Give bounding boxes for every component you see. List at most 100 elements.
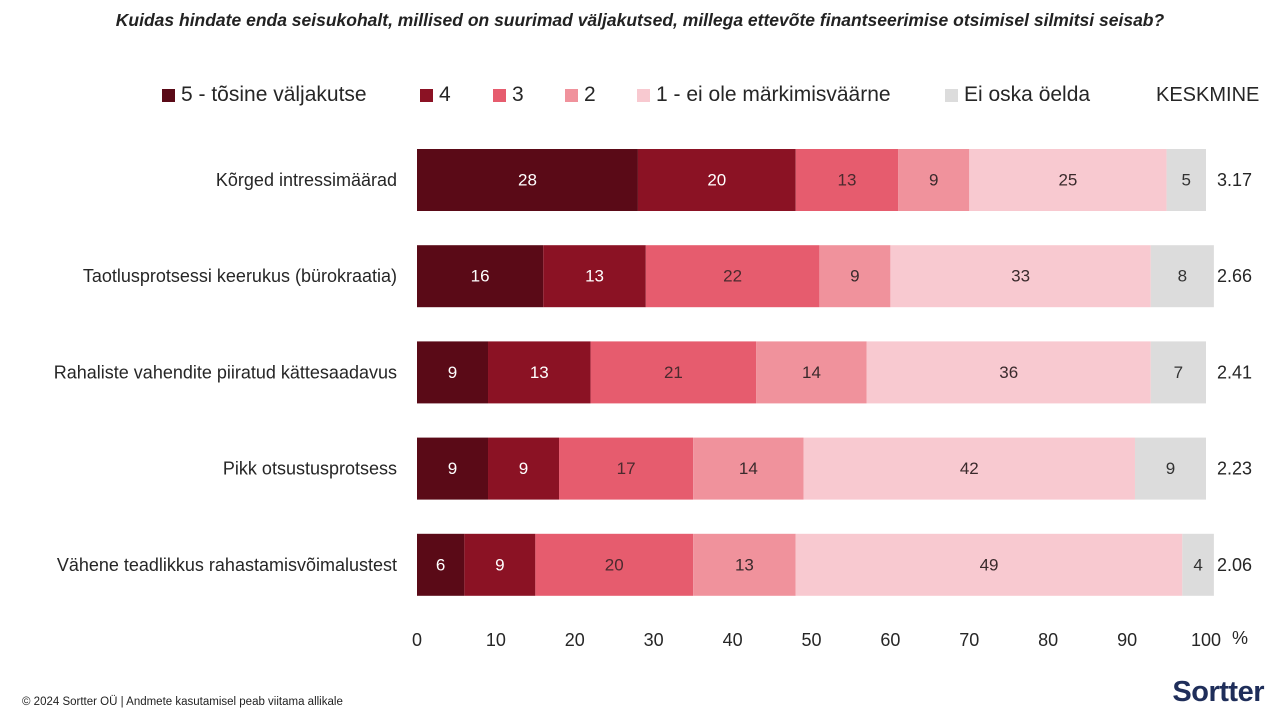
x-tick-label: 60 xyxy=(880,630,900,650)
bar-segment xyxy=(756,341,867,404)
category-label: Taotlusprotsessi keerukus (bürokraatia) xyxy=(83,266,397,286)
sortter-logo: Sortter xyxy=(1172,676,1264,708)
x-tick-label: 100 xyxy=(1191,630,1221,650)
data-label: 13 xyxy=(585,267,604,286)
legend-label-2: 2 xyxy=(584,83,596,106)
data-label: 20 xyxy=(605,555,624,574)
legend-item-3: 3 xyxy=(493,81,524,109)
data-label: 13 xyxy=(735,555,754,574)
x-tick-label: 0 xyxy=(412,630,422,650)
data-label: 9 xyxy=(929,171,938,190)
data-label: 9 xyxy=(519,459,528,478)
x-tick-label: 90 xyxy=(1117,630,1137,650)
bar-segment xyxy=(1134,437,1206,500)
bar-segment xyxy=(645,245,820,308)
bar-segment xyxy=(417,149,638,211)
bar-segment xyxy=(890,245,1151,308)
copyright-footer: © 2024 Sortter OÜ | Andmete kasutamisel … xyxy=(22,696,343,708)
data-label: 36 xyxy=(999,363,1018,382)
average-value: 2.23 xyxy=(1217,459,1252,479)
bar-segment xyxy=(417,533,465,596)
category-label: Pikk otsustusprotsess xyxy=(223,459,397,479)
x-tick-label: 20 xyxy=(565,630,585,650)
bar-segment xyxy=(969,149,1167,211)
category-label: Kõrged intressimäärad xyxy=(216,170,397,190)
data-label: 13 xyxy=(838,171,857,190)
data-label: 21 xyxy=(664,363,683,382)
x-tick-label: 50 xyxy=(801,630,821,650)
data-label: 16 xyxy=(471,267,490,286)
legend-label-3: 3 xyxy=(512,83,524,106)
bar-segment xyxy=(543,245,646,308)
bar-segment xyxy=(417,437,489,500)
data-label: 33 xyxy=(1011,267,1030,286)
legend-item-1: 1 - ei ole märkimisväärne xyxy=(637,81,891,109)
data-label: 17 xyxy=(617,459,636,478)
data-label: 42 xyxy=(960,459,979,478)
bar-segment xyxy=(693,437,804,500)
bar-segment xyxy=(795,149,899,211)
bar-segment xyxy=(417,245,544,308)
data-label: 14 xyxy=(739,459,758,478)
chart-title: Kuidas hindate enda seisukohalt, millise… xyxy=(115,10,1165,30)
legend-swatch-1 xyxy=(637,88,650,102)
data-label: 8 xyxy=(1178,267,1187,286)
x-tick-label: 40 xyxy=(723,630,743,650)
bar-segment xyxy=(535,533,694,596)
average-value: 2.66 xyxy=(1217,266,1252,286)
data-label: 6 xyxy=(436,555,445,574)
data-label: 9 xyxy=(448,459,457,478)
bar-segment xyxy=(488,341,591,404)
bar-segment xyxy=(1182,533,1214,596)
x-tick-label: 80 xyxy=(1038,630,1058,650)
bar-segment xyxy=(590,341,757,404)
data-label: 22 xyxy=(723,267,742,286)
average-value: 3.17 xyxy=(1217,170,1252,190)
legend-swatch-4 xyxy=(420,88,433,102)
legend-item-dont-know: Ei oska öelda xyxy=(945,81,1090,109)
bar-segment xyxy=(464,533,536,596)
average-value: 2.41 xyxy=(1217,362,1252,382)
legend: 5 - tõsine väljakutse 4 3 2 1 - ei ole m… xyxy=(0,81,1280,109)
data-label: 9 xyxy=(850,267,859,286)
bar-segment xyxy=(559,437,694,500)
bar-segment xyxy=(819,245,891,308)
bar-segment xyxy=(637,149,796,211)
bar-segment xyxy=(693,533,796,596)
legend-label-5: 5 - tõsine väljakutse xyxy=(181,83,367,106)
data-label: 7 xyxy=(1174,363,1183,382)
legend-swatch-2 xyxy=(565,88,578,102)
data-label: 13 xyxy=(530,363,549,382)
data-label: 49 xyxy=(980,555,999,574)
legend-label-4: 4 xyxy=(439,83,451,106)
legend-item-5: 5 - tõsine väljakutse xyxy=(162,81,367,109)
bar-segment xyxy=(1166,149,1206,211)
legend-swatch-dont-know xyxy=(945,88,958,102)
data-label: 14 xyxy=(802,363,821,382)
category-label: Rahaliste vahendite piiratud kättesaadav… xyxy=(54,362,397,382)
data-label: 25 xyxy=(1058,171,1077,190)
legend-item-2: 2 xyxy=(565,81,596,109)
x-tick-label: 10 xyxy=(486,630,506,650)
legend-label-dont-know: Ei oska öelda xyxy=(964,83,1091,106)
legend-item-4: 4 xyxy=(420,81,451,109)
bar-segment xyxy=(866,341,1151,404)
data-label: 9 xyxy=(448,363,457,382)
data-label: 5 xyxy=(1182,171,1191,190)
x-unit-label: % xyxy=(1232,628,1248,648)
average-value: 2.06 xyxy=(1217,555,1252,575)
average-header: KESKMINE xyxy=(1156,84,1260,106)
bar-segment xyxy=(417,341,489,404)
bar-segment xyxy=(1150,245,1214,308)
bar-segment xyxy=(898,149,970,211)
data-label: 20 xyxy=(707,171,726,190)
bar-segment xyxy=(803,437,1135,500)
bar-segment xyxy=(1150,341,1206,404)
legend-label-1: 1 - ei ole märkimisväärne xyxy=(656,83,891,106)
legend-swatch-5 xyxy=(162,88,175,102)
data-label: 4 xyxy=(1193,555,1202,574)
category-label: Vähene teadlikkus rahastamisvõimalustest xyxy=(57,555,397,575)
x-tick-label: 70 xyxy=(959,630,979,650)
data-label: 9 xyxy=(1166,459,1175,478)
